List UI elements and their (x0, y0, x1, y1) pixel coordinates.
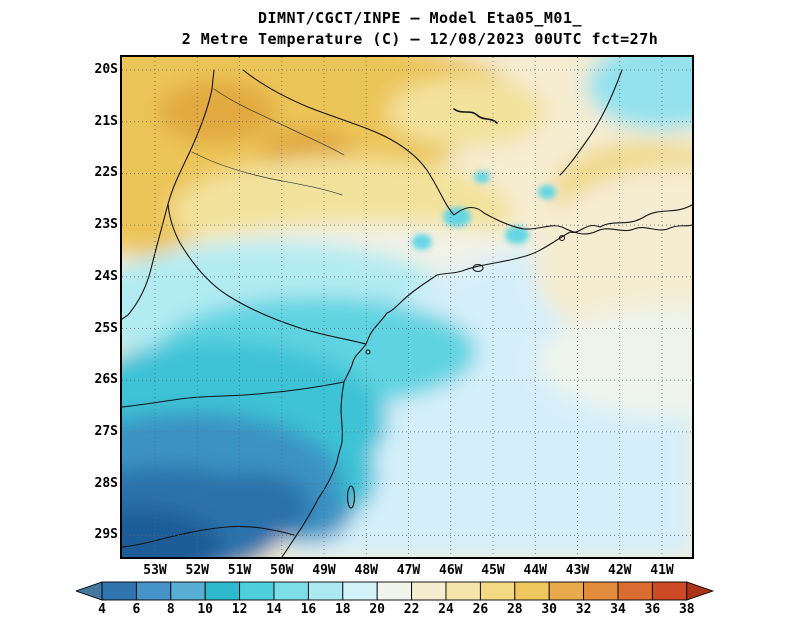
lon-tick-label: 41W (650, 563, 674, 578)
lat-tick-label: 25S (94, 320, 118, 336)
lon-tick-label: 53W (143, 563, 167, 578)
ilhabela-island (472, 263, 484, 273)
colorbar-tick-label: 12 (231, 602, 248, 617)
lon-tick-label: 50W (270, 563, 294, 578)
lat-tick-label: 23S (94, 217, 118, 233)
coastal-island (365, 349, 371, 355)
colorbar-segment (239, 581, 275, 601)
state-border-mg-inner (559, 69, 623, 176)
cold-spot-speckles (412, 171, 556, 250)
state-border-mg-sp-rj (242, 69, 692, 235)
lon-tick-label: 46W (439, 563, 463, 578)
state-border-pr-sc (122, 381, 345, 408)
temperature-colorbar (74, 580, 720, 602)
colorbar-tick-label: 14 (266, 602, 282, 617)
cold-spot (443, 207, 471, 227)
cold-spot (474, 171, 490, 183)
colorbar-segment (479, 581, 516, 601)
temperature-field-map (122, 57, 692, 557)
state-border-sc-rs (122, 525, 295, 548)
lon-tick-label: 49W (312, 563, 336, 578)
lat-tick-label: 22S (94, 165, 118, 181)
cold-spot (412, 234, 432, 250)
lat-tick-label: 28S (94, 475, 118, 491)
temp-region-topright-cyan (587, 57, 692, 130)
colorbar-tick-label: 8 (166, 602, 175, 617)
lon-tick-label: 43W (565, 563, 590, 578)
colorbar-tick-label: 38 (678, 602, 695, 617)
colorbar-segment (307, 581, 344, 601)
colorbar-tick-label: 4 (98, 602, 106, 617)
chart-title: DIMNT/CGCT/INPE — Model Eta05_M01_ 2 Met… (40, 8, 800, 50)
furnas-reservoir (453, 108, 498, 124)
cold-spot (505, 226, 529, 244)
lat-tick-label: 26S (94, 372, 118, 388)
colorbar-segment (514, 581, 550, 601)
colorbar-tick-label: 32 (575, 602, 592, 617)
lon-tick-label: 52W (185, 563, 209, 578)
parana-river-north (167, 69, 215, 205)
colorbar-segment (170, 581, 206, 601)
colorbar-tick-label: 24 (438, 602, 454, 617)
colorbar-arrow-right (686, 581, 715, 601)
lon-tick-label: 48W (354, 563, 378, 578)
colorbar-svg (74, 581, 715, 601)
florianopolis-island (346, 485, 356, 509)
colorbar-tick-label: 30 (541, 602, 558, 617)
colorbar-segment (135, 581, 172, 601)
colorbar-tick-label: 28 (506, 602, 523, 617)
colorbar-tick-label: 10 (197, 602, 214, 617)
colorbar-arrow-left (74, 581, 103, 601)
colorbar-segment (651, 581, 688, 601)
lon-tick-label: 42W (608, 563, 632, 578)
parana-river-south (122, 203, 169, 320)
colorbar-segment (342, 581, 378, 601)
colorbar-segment (445, 581, 481, 601)
colorbar-tick-label: 6 (132, 602, 141, 617)
lat-tick-label: 21S (94, 113, 118, 129)
map-plot-area (120, 55, 694, 559)
river-grande (191, 151, 343, 196)
colorbar-segment (101, 581, 137, 601)
colorbar-tick-label: 34 (610, 602, 626, 617)
title-line-2: 2 Metre Temperature (C) — 12/08/2023 00U… (181, 30, 659, 48)
colorbar-tick-label: 36 (644, 602, 661, 617)
colorbar-tick-label: 16 (300, 602, 317, 617)
cold-spot (538, 185, 556, 199)
lon-tick-label: 47W (396, 563, 421, 578)
colorbar-segment (204, 581, 241, 601)
lon-tick-label: 44W (523, 563, 547, 578)
colorbar-segment (583, 581, 619, 601)
state-border-sp-pr (167, 203, 367, 345)
coastline (281, 204, 692, 557)
title-line-1: DIMNT/CGCT/INPE — Model Eta05_M01_ (257, 9, 583, 27)
boundaries (122, 69, 692, 557)
lat-tick-label: 24S (94, 268, 118, 284)
temp-region-ocean-white (537, 307, 692, 417)
temp-region-gold-deep (157, 80, 277, 144)
river-tiete (213, 88, 345, 156)
lon-tick-label: 45W (481, 563, 505, 578)
lat-tick-label: 27S (94, 423, 118, 439)
temperature-field (122, 57, 692, 557)
colorbar-tick-label: 22 (403, 602, 420, 617)
colorbar-tick-label: 26 (472, 602, 489, 617)
lat-tick-label: 29S (94, 527, 118, 543)
colorbar-segment (273, 581, 309, 601)
colorbar-tick-label: 18 (334, 602, 351, 617)
colorbar-segment (617, 581, 653, 601)
ilha-grande-island (558, 234, 566, 242)
latlon-grid (122, 57, 692, 557)
colorbar-tick-label: 20 (369, 602, 386, 617)
colorbar-segment (548, 581, 585, 601)
lat-tick-label: 20S (94, 62, 118, 77)
colorbar-segment (411, 581, 447, 601)
colorbar-segment (376, 581, 413, 601)
lon-tick-label: 51W (227, 563, 252, 578)
